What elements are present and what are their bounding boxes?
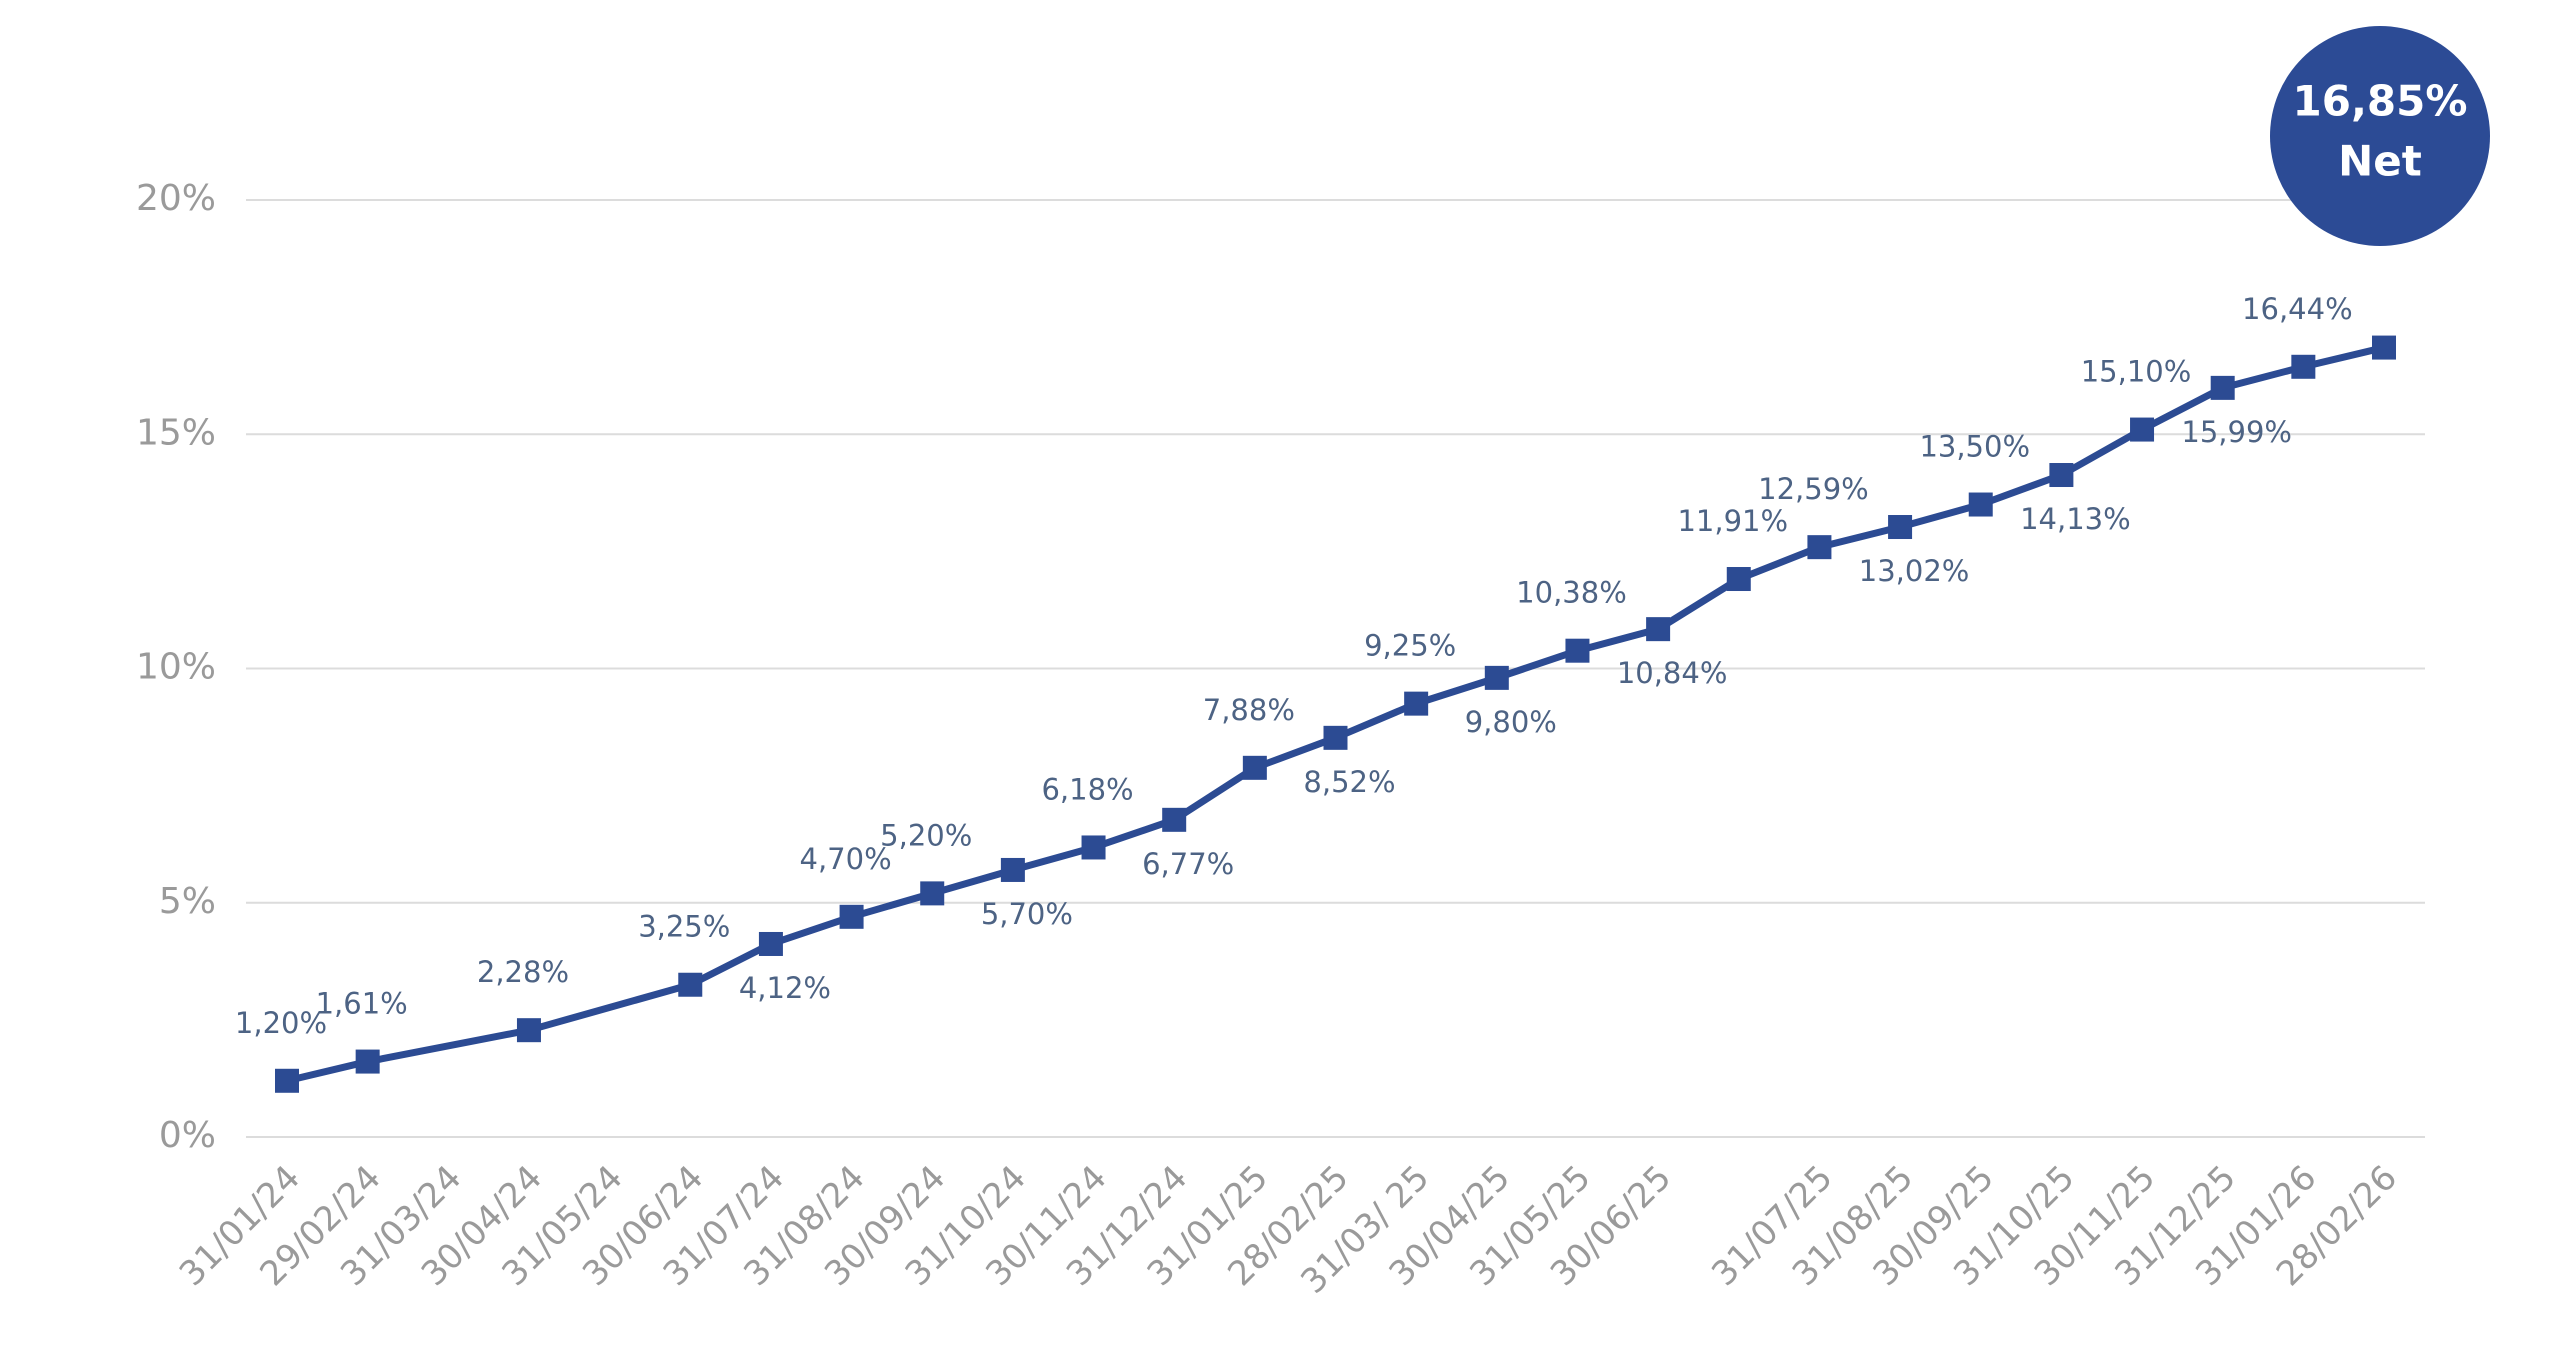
data-label: 6,18% bbox=[1041, 772, 1133, 806]
marker bbox=[1404, 691, 1429, 716]
marker bbox=[758, 931, 783, 956]
data-label: 5,20% bbox=[880, 818, 972, 852]
line bbox=[286, 344, 2385, 1085]
data-label: 3,25% bbox=[638, 910, 730, 944]
marker bbox=[516, 1018, 541, 1043]
data-label: 10,84% bbox=[1617, 656, 1728, 690]
data-label: 9,25% bbox=[1364, 629, 1456, 663]
y-tick-label: 5% bbox=[159, 881, 216, 922]
marker bbox=[678, 972, 703, 997]
data-label: 10,38% bbox=[1516, 576, 1627, 610]
marker bbox=[275, 1068, 299, 1093]
marker bbox=[1484, 665, 1509, 690]
marker bbox=[1000, 857, 1025, 882]
marker bbox=[1081, 835, 1106, 860]
data-label: 11,91% bbox=[1677, 504, 1788, 538]
badge bbox=[2270, 26, 2490, 246]
marker bbox=[2291, 354, 2316, 379]
y-tick-label: 10% bbox=[136, 647, 216, 688]
data-label: 15,99% bbox=[2181, 415, 2292, 449]
badge-value: 16,85% bbox=[2293, 77, 2468, 126]
marker bbox=[355, 1049, 380, 1074]
data-label: 13,50% bbox=[1919, 430, 2030, 464]
marker bbox=[1726, 567, 1751, 592]
marker bbox=[1888, 515, 1913, 540]
data-label: 14,13% bbox=[2020, 502, 2131, 536]
marker bbox=[1162, 807, 1187, 832]
plot: 0%5%10%15%20%31/01/2429/02/2431/03/2430/… bbox=[136, 178, 2425, 1302]
marker bbox=[839, 904, 864, 929]
data-label: 1,61% bbox=[316, 987, 408, 1021]
badge-label: Net bbox=[2338, 137, 2422, 186]
marker bbox=[2130, 417, 2155, 442]
data-label: 15,10% bbox=[2081, 355, 2192, 389]
marker bbox=[1968, 492, 1993, 517]
y-tick-label: 15% bbox=[136, 412, 216, 453]
data-label: 4,70% bbox=[800, 842, 892, 876]
marker bbox=[1807, 535, 1832, 560]
marker bbox=[2049, 463, 2074, 488]
data-label: 13,02% bbox=[1859, 554, 1970, 588]
y-tick-label: 0% bbox=[159, 1115, 216, 1156]
marker bbox=[1646, 617, 1671, 642]
data-label: 16,44% bbox=[2242, 292, 2353, 326]
data-label: 5,70% bbox=[981, 897, 1073, 931]
marker bbox=[2372, 335, 2396, 360]
marker bbox=[1242, 755, 1267, 780]
data-label: 7,88% bbox=[1203, 693, 1295, 727]
data-label: 2,28% bbox=[477, 955, 569, 989]
marker bbox=[920, 881, 945, 906]
data-label: 9,80% bbox=[1465, 705, 1557, 739]
marker bbox=[2210, 375, 2235, 400]
data-label: 8,52% bbox=[1303, 765, 1395, 799]
data-label: 4,12% bbox=[739, 971, 831, 1005]
data-label: 12,59% bbox=[1758, 472, 1869, 506]
data-label: 6,77% bbox=[1142, 847, 1234, 881]
data-label: 1,20% bbox=[235, 1006, 327, 1040]
marker bbox=[1565, 638, 1590, 663]
y-tick-label: 20% bbox=[136, 178, 216, 219]
marker bbox=[1323, 725, 1348, 750]
